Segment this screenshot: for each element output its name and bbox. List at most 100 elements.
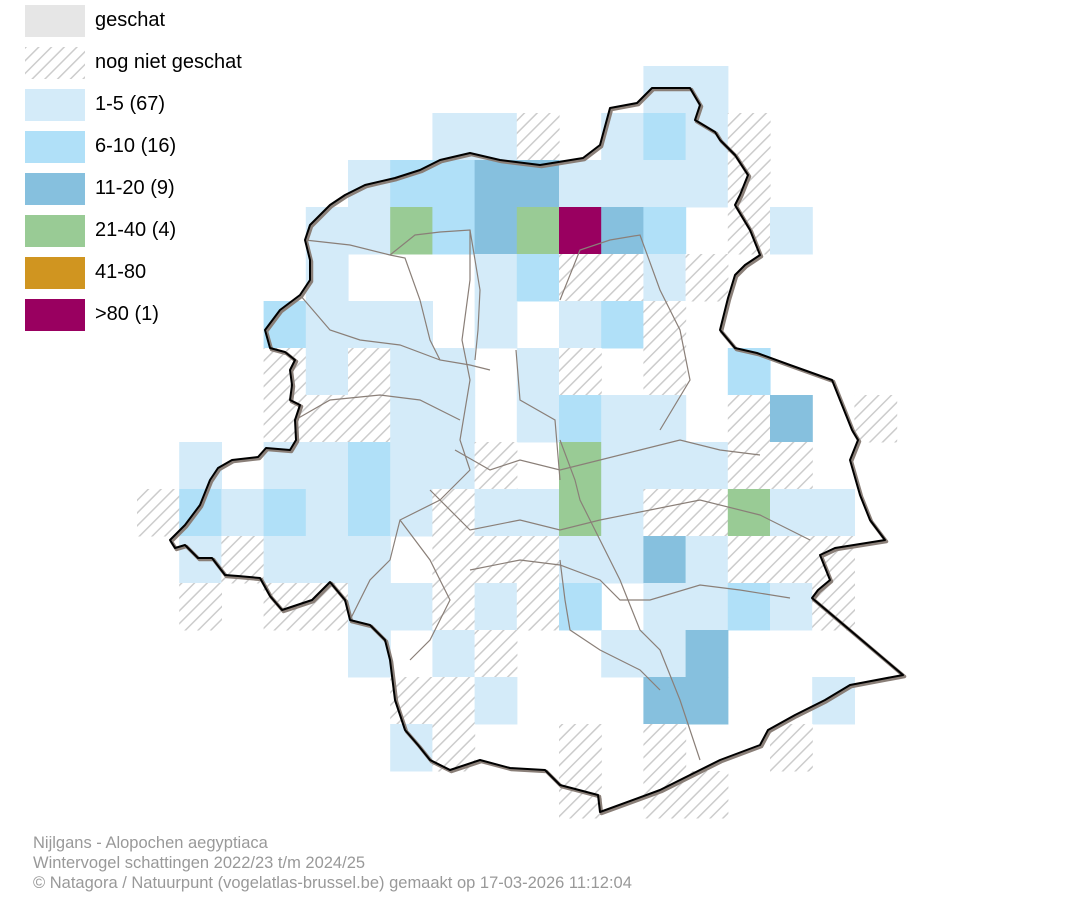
grid-cell: [179, 583, 222, 631]
commune-line: [454, 439, 761, 471]
grid-cell: [770, 395, 813, 443]
legend-label: 6-10 (16): [95, 135, 177, 157]
grid-cell: [559, 536, 602, 584]
credits: © Natagora / Natuurpunt (vogelatlas-brus…: [33, 874, 632, 892]
grid-cell: [390, 489, 433, 537]
grid-cell: [474, 113, 518, 161]
grid-cell: [812, 536, 855, 584]
grid-cell: [390, 348, 433, 396]
grid-cell: [474, 630, 518, 678]
commune-line: [515, 349, 561, 481]
grid-cell: [474, 677, 518, 725]
grid-cell: [559, 724, 602, 772]
grid-cell: [305, 442, 349, 490]
grid-cell: [263, 536, 307, 584]
grid-cell: [643, 630, 687, 678]
grid-cell: [770, 724, 813, 772]
grid-cell: [685, 113, 729, 161]
boundary-line: [169, 87, 904, 813]
grid-cell: [179, 442, 222, 490]
grid-cell: [390, 207, 433, 255]
grid-cell: [643, 301, 687, 349]
grid-cell: [516, 254, 560, 302]
grid-cell: [474, 207, 518, 255]
commune-line: [469, 559, 791, 601]
grid-cell: [305, 583, 349, 631]
grid-cell: [601, 301, 644, 349]
commune-line: [429, 489, 811, 541]
grid-cell: [390, 724, 433, 772]
grid-cell: [685, 583, 729, 631]
grid-cell: [348, 489, 391, 537]
grid-cell: [770, 583, 813, 631]
grid-cell: [516, 583, 560, 631]
grid-cell: [770, 489, 813, 537]
grid-cell: [685, 536, 729, 584]
legend-swatch: [25, 299, 85, 331]
grid-cell: [516, 207, 560, 255]
grid-cell: [601, 442, 644, 490]
grid-cell: [432, 395, 476, 443]
legend-label: geschat: [95, 9, 166, 31]
grid-cell: [685, 442, 729, 490]
legend-label: 11-20 (9): [95, 177, 175, 199]
commune-line: [399, 519, 451, 661]
grid-cell: [643, 536, 687, 584]
legend-swatch: [25, 89, 85, 121]
grid-cell: [474, 442, 518, 490]
legend-label: 21-40 (4): [95, 219, 177, 241]
legend-swatch: [25, 47, 85, 79]
grid-cell: [685, 254, 729, 302]
grid-cell: [854, 395, 898, 443]
grid-cell: [305, 301, 349, 349]
grid-cell: [390, 442, 433, 490]
grid-cell: [643, 113, 687, 161]
grid-cell: [559, 348, 602, 396]
grid-cell: [305, 536, 349, 584]
grid-cell: [559, 442, 602, 490]
grid-cell: [305, 489, 349, 537]
grid-cell: [727, 583, 771, 631]
grid-cell: [685, 160, 729, 208]
species-name: Nijlgans - Alopochen aegyptiaca: [33, 834, 268, 852]
grid-cell: [559, 207, 602, 255]
grid-cell: [348, 348, 391, 396]
grid-cell: [432, 630, 476, 678]
grid-cell: [643, 489, 687, 537]
legend-label: nog niet geschat: [95, 51, 242, 73]
grid-cell: [474, 536, 518, 584]
grid-cell: [474, 489, 518, 537]
grid-cell: [643, 207, 687, 255]
grid-cell: [516, 536, 560, 584]
grid-cell: [643, 442, 687, 490]
grid-cell: [432, 536, 476, 584]
grid-cell: [643, 160, 687, 208]
grid-cell: [263, 489, 307, 537]
grid-cell: [305, 395, 349, 443]
legend-label: 1-5 (67): [95, 93, 166, 115]
legend-swatch: [25, 173, 85, 205]
grid-cell: [559, 254, 602, 302]
legend-swatch: [25, 215, 85, 247]
grid-cell: [390, 395, 433, 443]
grid-cell: [221, 489, 265, 537]
commune-line: [559, 559, 661, 691]
grid-cell: [601, 254, 644, 302]
grid-cell: [559, 489, 602, 537]
commune-line: [294, 394, 461, 421]
grid-cell: [643, 583, 687, 631]
grid-cell: [390, 583, 433, 631]
grid-cell: [263, 348, 307, 396]
grid-cell: [559, 395, 602, 443]
grid-cell: [474, 301, 518, 349]
grid-cell: [305, 348, 349, 396]
survey-period: Wintervogel schattingen 2022/23 t/m 2024…: [33, 854, 366, 872]
grid-cell: [727, 395, 771, 443]
grid-cell: [727, 160, 771, 208]
grid-cell: [137, 489, 180, 537]
grid-cell: [474, 583, 518, 631]
grid-cell: [559, 301, 602, 349]
grid-cell: [601, 536, 644, 584]
grid-cell: [643, 348, 687, 396]
